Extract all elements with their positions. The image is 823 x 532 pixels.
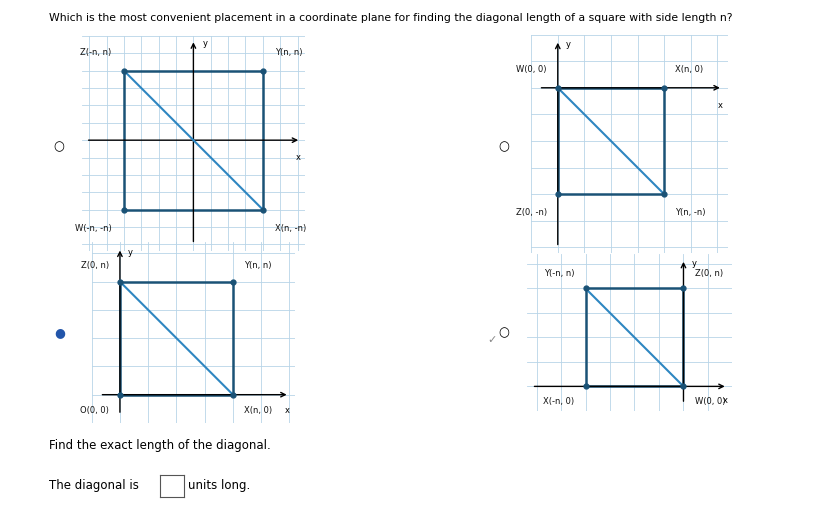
Text: y: y (691, 259, 697, 268)
Text: Y(n, n): Y(n, n) (244, 261, 272, 270)
Text: X(n, 0): X(n, 0) (244, 406, 272, 415)
Text: ●: ● (53, 326, 65, 339)
Text: Y(n, -n): Y(n, -n) (675, 209, 705, 218)
Text: 12: 12 (8, 282, 29, 297)
Text: x: x (296, 153, 301, 162)
Text: Z(0, n): Z(0, n) (695, 269, 723, 278)
Text: X(n, -n): X(n, -n) (275, 223, 306, 232)
Text: W(-n, -n): W(-n, -n) (75, 223, 112, 232)
Text: Which is the most convenient placement in a coordinate plane for finding the dia: Which is the most convenient placement i… (49, 13, 732, 23)
Text: y: y (202, 39, 207, 48)
Text: The diagonal is: The diagonal is (49, 479, 139, 492)
Text: X(n, 0): X(n, 0) (675, 64, 703, 73)
Text: x: x (723, 396, 728, 405)
Text: X(-n, 0): X(-n, 0) (543, 396, 574, 405)
Text: ○: ○ (498, 326, 509, 339)
Text: W(0, 0): W(0, 0) (695, 396, 725, 405)
Text: x: x (718, 101, 723, 110)
Text: Z(0, -n): Z(0, -n) (516, 209, 547, 218)
Text: Y(n, n): Y(n, n) (275, 48, 303, 57)
Text: y: y (565, 40, 570, 49)
Text: O(0, 0): O(0, 0) (80, 406, 109, 415)
Text: units long.: units long. (188, 479, 250, 492)
Text: ✓: ✓ (487, 336, 497, 345)
Text: x: x (285, 405, 290, 414)
Text: Find the exact length of the diagonal.: Find the exact length of the diagonal. (49, 439, 271, 452)
Text: Y(-n, n): Y(-n, n) (544, 269, 574, 278)
Text: Z(0, n): Z(0, n) (81, 261, 109, 270)
Text: y: y (128, 248, 133, 257)
Text: Z(-n, n): Z(-n, n) (81, 48, 112, 57)
Text: W(0, 0): W(0, 0) (517, 64, 547, 73)
Text: ○: ○ (53, 140, 65, 153)
Text: ○: ○ (498, 140, 509, 153)
